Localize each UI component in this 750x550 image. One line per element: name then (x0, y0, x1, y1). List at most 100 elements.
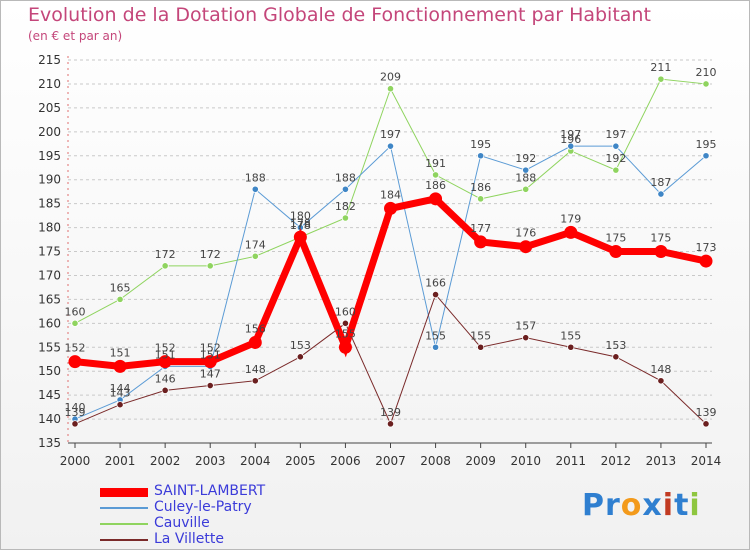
x-tick-label: 2013 (646, 454, 677, 468)
legend-label: SAINT-LAMBERT (154, 483, 266, 499)
y-tick-label: 155 (38, 340, 61, 354)
data-point-cauville (116, 295, 124, 303)
data-label-la-villette: 148 (650, 363, 671, 376)
data-label-culey-le-patry: 195 (470, 138, 491, 151)
x-tick-label: 2010 (510, 454, 541, 468)
data-label-cauville: 196 (560, 133, 581, 146)
data-label-culey-le-patry: 192 (515, 152, 536, 165)
x-tick-label: 2009 (465, 454, 496, 468)
data-point-culey-le-patry (657, 190, 665, 198)
series-group (68, 75, 713, 428)
data-point-cauville (612, 166, 620, 174)
legend-swatch (100, 487, 148, 497)
data-point-culey-le-patry (567, 142, 575, 150)
data-point-culey-le-patry (431, 343, 440, 351)
data-point-cauville (431, 171, 440, 179)
data-point-cauville (251, 252, 259, 260)
y-tick-label: 135 (38, 436, 61, 450)
y-tick-label: 140 (38, 412, 61, 426)
data-point-la-villette (296, 353, 304, 361)
y-tick-label: 160 (38, 316, 61, 330)
data-point-saint-lambert (338, 340, 352, 354)
data-label-la-villette: 148 (245, 363, 266, 376)
data-label-saint-lambert: 184 (380, 188, 401, 201)
y-tick-label: 200 (38, 125, 61, 139)
data-point-saint-lambert (248, 335, 262, 349)
data-label-cauville: 165 (110, 281, 131, 294)
data-point-saint-lambert (203, 355, 217, 369)
data-label-culey-le-patry: 187 (650, 176, 671, 189)
data-point-saint-lambert (429, 192, 443, 206)
x-tick-label: 2011 (556, 454, 587, 468)
data-label-la-villette: 155 (560, 329, 581, 342)
data-point-saint-lambert (158, 355, 172, 369)
data-label-cauville: 192 (605, 152, 626, 165)
data-label-saint-lambert: 179 (560, 212, 581, 225)
data-point-cauville (161, 262, 169, 270)
data-label-la-villette: 146 (155, 372, 176, 385)
data-label-saint-lambert: 175 (650, 232, 671, 245)
legend-label: Culey-le-Patry (154, 499, 252, 515)
data-label-cauville: 188 (515, 171, 536, 184)
data-label-cauville: 160 (65, 305, 86, 318)
data-point-la-villette (477, 343, 485, 351)
data-point-cauville (477, 195, 485, 203)
data-label-saint-lambert: 178 (290, 217, 311, 230)
legend-item-culey-le-patry: Culey-le-Patry (100, 499, 360, 516)
data-point-cauville (206, 262, 214, 270)
data-label-la-villette: 139 (65, 406, 86, 419)
data-point-cauville (522, 185, 530, 193)
data-point-culey-le-patry (251, 185, 259, 193)
x-tick-label: 2000 (60, 454, 91, 468)
data-label-culey-le-patry: 188 (245, 171, 266, 184)
y-tick-label: 195 (38, 149, 61, 163)
logo-letter: r (605, 488, 621, 523)
legend-swatch (100, 539, 148, 541)
data-point-cauville (386, 85, 395, 93)
data-point-cauville (657, 75, 665, 83)
data-point-la-villette (341, 319, 350, 327)
data-label-saint-lambert: 152 (200, 342, 221, 355)
data-label-culey-le-patry: 180 (290, 210, 311, 223)
data-point-saint-lambert (699, 254, 713, 268)
data-point-saint-lambert (68, 355, 82, 369)
data-point-culey-le-patry (522, 166, 530, 174)
data-point-la-villette (161, 386, 169, 394)
data-point-saint-lambert (384, 201, 397, 215)
x-tick-label: 2004 (240, 454, 271, 468)
data-label-saint-lambert: 151 (110, 346, 131, 359)
data-label-cauville: 209 (380, 71, 401, 84)
y-tick-label: 170 (38, 268, 61, 282)
data-point-culey-le-patry (702, 152, 710, 160)
legend-label: La Villette (154, 531, 224, 547)
data-label-cauville: 191 (425, 157, 446, 170)
legend-item-cauville: Cauville (100, 515, 360, 532)
data-point-la-villette (386, 420, 395, 428)
legend-swatch (100, 507, 148, 509)
data-point-culey-le-patry (477, 152, 485, 160)
data-label-saint-lambert: 152 (155, 342, 176, 355)
logo-letter: P (582, 488, 605, 523)
data-point-saint-lambert (474, 235, 488, 249)
data-point-la-villette (116, 401, 124, 409)
data-label-culey-le-patry: 197 (605, 128, 626, 141)
data-point-la-villette (657, 377, 665, 385)
y-tick-label: 210 (38, 77, 61, 91)
data-label-saint-lambert: 156 (245, 322, 266, 335)
x-tick-label: 2001 (105, 454, 136, 468)
logo-letter: x (642, 488, 663, 523)
data-label-la-villette: 139 (696, 406, 717, 419)
data-point-saint-lambert (609, 245, 623, 258)
data-label-la-villette: 155 (470, 329, 491, 342)
data-point-la-villette (431, 290, 440, 299)
x-tick-label: 2006 (330, 454, 361, 468)
logo-letter: o (620, 488, 643, 523)
data-label-culey-le-patry: 188 (335, 171, 356, 184)
logo-letter: i (662, 488, 675, 523)
data-label-la-villette: 157 (515, 320, 536, 333)
grid-lines (68, 59, 712, 444)
data-point-la-villette (251, 377, 259, 385)
data-label-saint-lambert: 155 (335, 327, 356, 340)
data-label-culey-le-patry: 197 (380, 128, 401, 141)
data-point-cauville (702, 80, 710, 88)
